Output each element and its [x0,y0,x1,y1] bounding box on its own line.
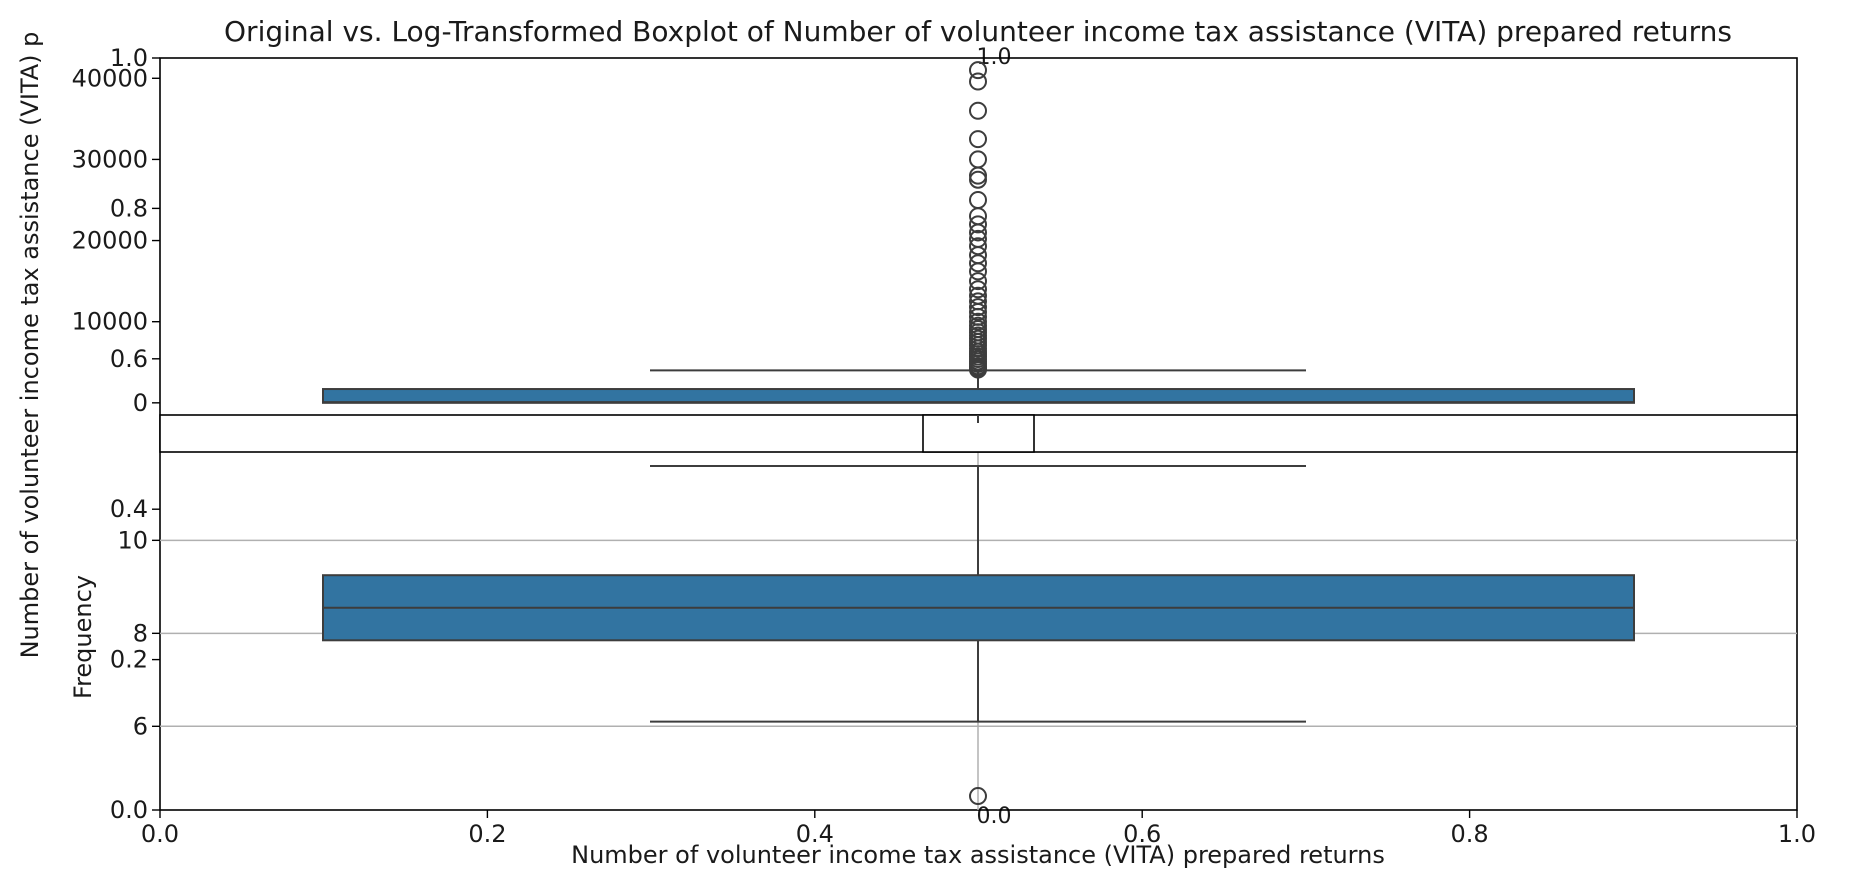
outer-x-tick-label: 0.4 [796,820,834,848]
log-y-axis-label: Frequency [69,575,97,699]
chart-marks: 0.00.20.40.60.81.00.0 0.2 0.4 0.6 0.8 1.00100… [72,44,1816,848]
original-outlier-point [969,130,987,149]
original-outlier-point [969,215,987,234]
outer-y-tick-label: 0.4 [110,495,148,523]
outer-x-tick-label: 0.0 [141,820,179,848]
inset-x-axis-label: Number of volunteer income tax assistanc… [571,841,1385,869]
outer-x-tick-label: 0.8 [1451,820,1489,848]
outer-y-axis-label: Number of volunteer income tax assistanc… [16,32,44,659]
outer-x-tick-label: 0.2 [468,820,506,848]
outer-y-tick-label: 0.6 [110,345,148,373]
original-y-tick-label: 30000 [72,145,148,173]
original-y-tick-label: 20000 [72,227,148,255]
outer-x-tick-label: 1.0 [1778,820,1816,848]
original-outlier-point [969,229,987,248]
outer-y-tick-label: 1.0 [110,44,148,72]
log-outlier-point [969,787,987,806]
original-outlier-point [969,280,987,299]
log-y-tick-label: 10 [117,526,148,554]
original-outlier-point [969,101,987,120]
original-outlier-point [969,61,987,80]
original-y-tick-label: 10000 [72,308,148,336]
original-outlier-point [969,298,987,317]
original-outlier-point [969,292,987,311]
original-outlier-point [969,190,987,209]
original-outlier-point [969,72,987,91]
chart-title: Original vs. Log-Transformed Boxplot of … [224,15,1732,48]
outer-y-tick-label: 0.2 [110,646,148,674]
original-y-tick-label: 40000 [72,64,148,92]
original-box [322,388,1635,404]
original-outlier-point [969,237,987,256]
original-outlier-point [969,286,987,305]
original-outlier-point [969,272,987,291]
outer-y-tick-label: 0.0 [110,796,148,824]
original-outlier-point [969,150,987,169]
original-y-tick-label: 0 [133,389,148,417]
original-outlier-point [969,254,987,273]
original-outlier-point [969,312,987,331]
inset-bottom-tick-label: 0.0 [977,804,1012,829]
outer-x-tick-label: 0.6 [1123,820,1161,848]
log-y-tick-label: 8 [133,619,148,647]
log-y-tick-label: 6 [133,712,148,740]
outer-y-tick-label: 0.8 [110,194,148,222]
